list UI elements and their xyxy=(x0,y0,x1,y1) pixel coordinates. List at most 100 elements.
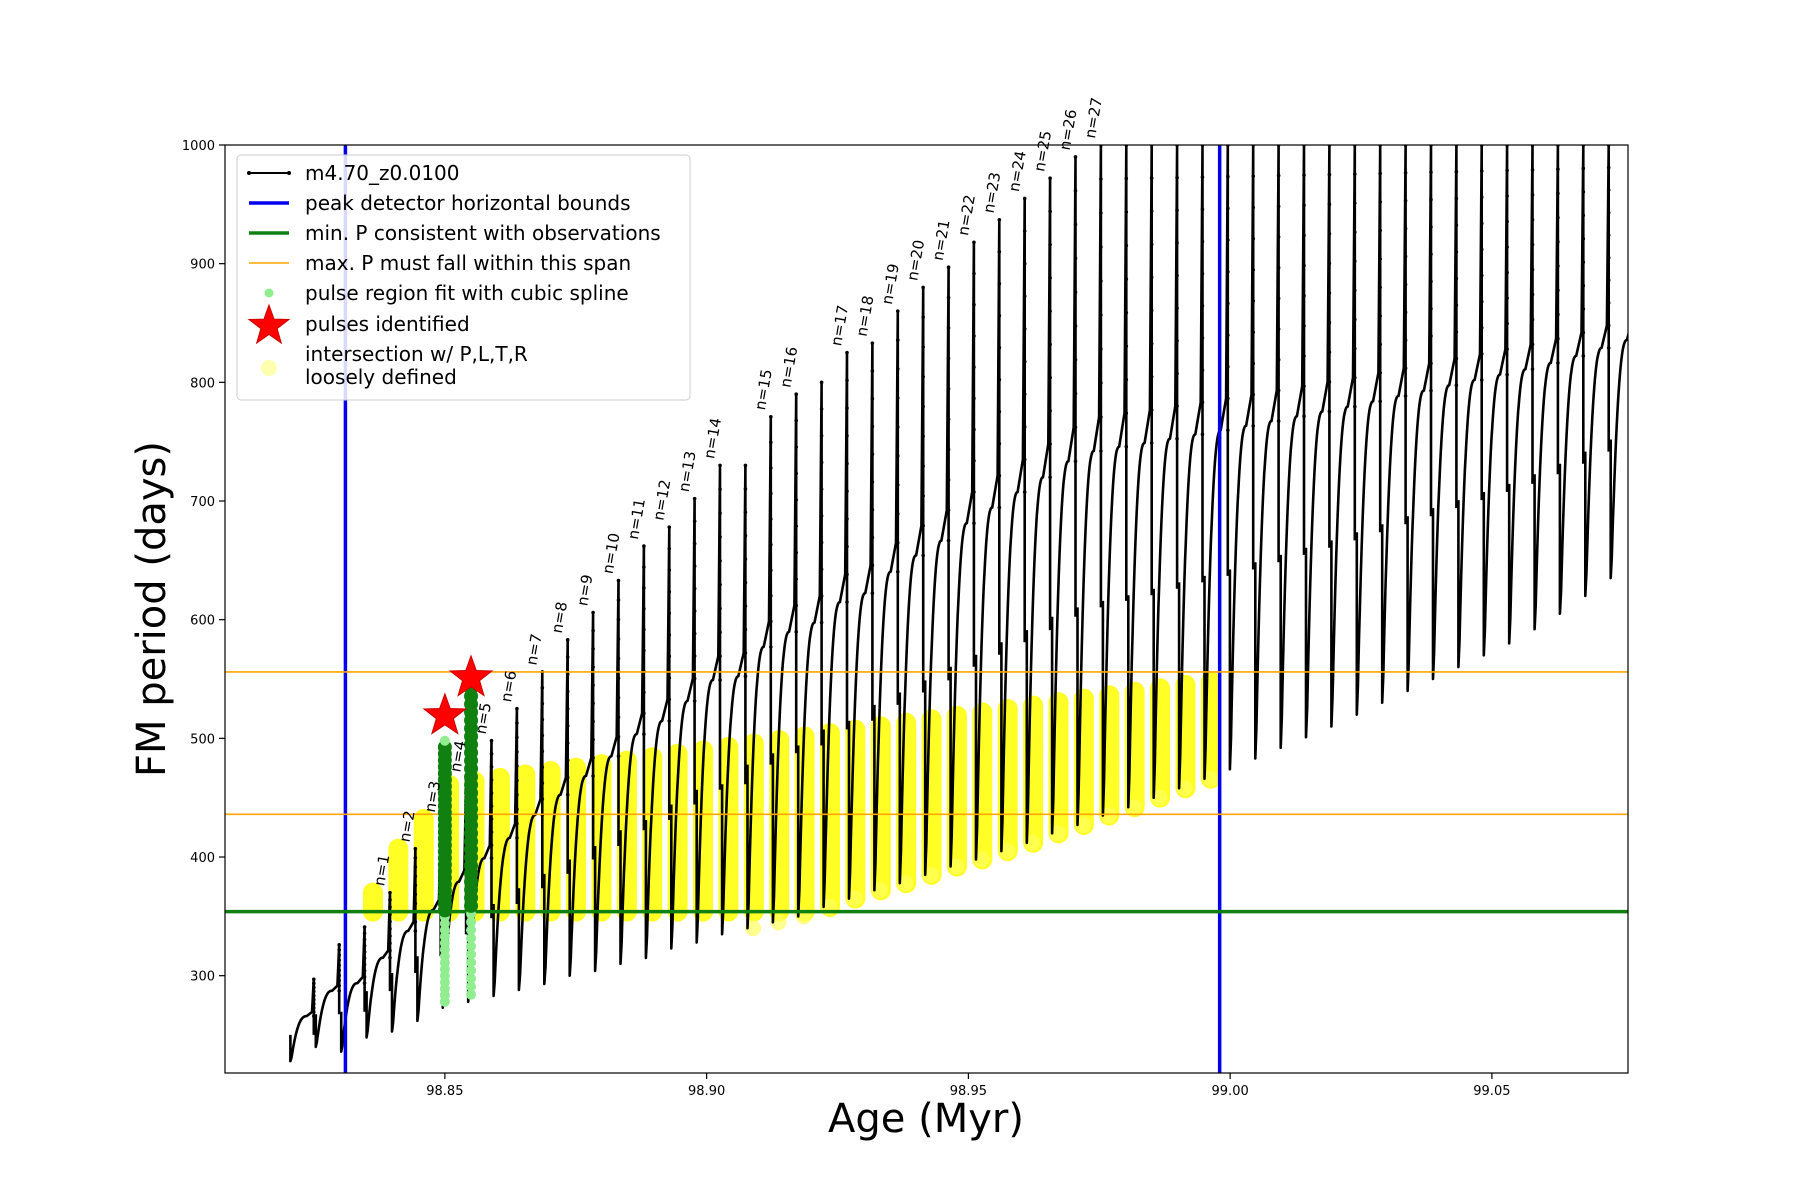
legend-handle xyxy=(264,288,274,298)
track-marker xyxy=(845,434,849,438)
legend-handle xyxy=(261,360,277,376)
track-marker xyxy=(1276,327,1281,331)
track-marker xyxy=(1149,308,1154,313)
track-marker xyxy=(1606,255,1611,260)
pulse-label: n=7 xyxy=(523,632,546,666)
track-marker xyxy=(946,508,951,513)
track-marker xyxy=(1175,339,1179,343)
track-marker xyxy=(718,678,722,682)
track-marker xyxy=(489,817,494,821)
track-marker xyxy=(743,463,748,468)
track-marker xyxy=(1581,283,1586,288)
spline-point xyxy=(466,957,477,968)
track-marker xyxy=(515,836,519,840)
track-marker xyxy=(870,591,875,595)
track-pulse xyxy=(796,381,823,918)
track-marker xyxy=(388,898,392,902)
track-marker xyxy=(1175,175,1179,180)
track-marker xyxy=(515,793,519,797)
identified-pulses xyxy=(422,654,494,735)
track-marker xyxy=(1505,270,1509,275)
track-marker xyxy=(540,685,545,690)
track-marker xyxy=(1479,325,1484,330)
track-marker xyxy=(1149,176,1154,180)
track-pulse xyxy=(746,415,773,930)
track-marker xyxy=(1048,276,1052,280)
track-marker xyxy=(337,978,341,983)
track-marker xyxy=(1403,394,1408,398)
track-marker xyxy=(1327,261,1332,266)
track-marker xyxy=(1200,336,1205,340)
track-marker xyxy=(362,962,367,967)
track-marker xyxy=(1454,330,1459,334)
pulse-label: n=1 xyxy=(370,853,393,887)
track-marker xyxy=(540,781,545,786)
track-marker xyxy=(667,676,672,680)
track-marker xyxy=(591,665,595,669)
track-marker xyxy=(1200,175,1205,179)
track-marker xyxy=(1149,341,1154,346)
track-marker xyxy=(794,577,799,581)
y-tick-label: 1000 xyxy=(182,139,215,154)
track-marker xyxy=(1200,303,1205,308)
track-marker xyxy=(997,377,1002,382)
track-marker xyxy=(1352,404,1357,409)
y-tick-label: 900 xyxy=(190,258,215,273)
track-marker xyxy=(413,920,418,924)
track-marker xyxy=(1352,259,1357,264)
track-marker xyxy=(769,440,773,445)
track-marker xyxy=(515,764,519,768)
track-marker xyxy=(616,695,621,700)
track-marker xyxy=(870,535,875,540)
track-marker xyxy=(692,496,697,501)
track-marker xyxy=(997,313,1002,318)
pulse-label: n=5 xyxy=(472,701,495,735)
track-marker xyxy=(489,778,494,782)
track-marker xyxy=(1378,171,1382,176)
track-marker xyxy=(1302,173,1306,177)
legend-box xyxy=(236,154,691,401)
track-marker xyxy=(718,487,722,492)
track-marker xyxy=(337,963,341,968)
track-marker xyxy=(311,1002,316,1006)
y-tick-label: 600 xyxy=(190,614,215,629)
track-pulse xyxy=(1507,145,1534,645)
track-marker xyxy=(1505,372,1509,377)
track-marker xyxy=(1251,236,1256,241)
track-marker xyxy=(769,466,773,470)
track-marker xyxy=(388,890,392,895)
track-marker xyxy=(1606,346,1611,350)
track-marker xyxy=(1200,368,1205,372)
pulse-label: n=4 xyxy=(446,739,469,773)
track-marker xyxy=(489,751,494,756)
track-marker xyxy=(1327,409,1332,414)
track-marker xyxy=(1454,356,1459,361)
track-marker xyxy=(565,706,570,711)
track-marker xyxy=(946,295,951,300)
track-marker xyxy=(642,711,646,715)
track-marker xyxy=(1302,354,1306,358)
track-marker xyxy=(1073,357,1078,362)
track-marker xyxy=(1530,267,1535,272)
track-marker xyxy=(1175,436,1179,441)
track-marker xyxy=(616,676,621,680)
x-tick-label: 98.85 xyxy=(426,1084,463,1099)
track-marker xyxy=(616,598,621,602)
track-marker xyxy=(1378,228,1382,233)
track-marker xyxy=(819,620,824,625)
track-marker xyxy=(692,564,697,568)
track-marker xyxy=(1302,414,1306,419)
track-pulse xyxy=(873,309,900,892)
track-marker xyxy=(1251,174,1256,179)
track-marker xyxy=(1124,176,1129,181)
track-marker xyxy=(1276,204,1281,209)
track-marker xyxy=(794,524,799,529)
track-marker xyxy=(413,901,418,906)
track-marker xyxy=(1556,167,1560,172)
track-marker xyxy=(769,414,773,419)
track-marker xyxy=(921,464,925,468)
track-marker xyxy=(1454,303,1459,308)
track-marker xyxy=(743,510,748,515)
track-marker xyxy=(1276,296,1281,301)
track-marker xyxy=(1556,312,1560,317)
